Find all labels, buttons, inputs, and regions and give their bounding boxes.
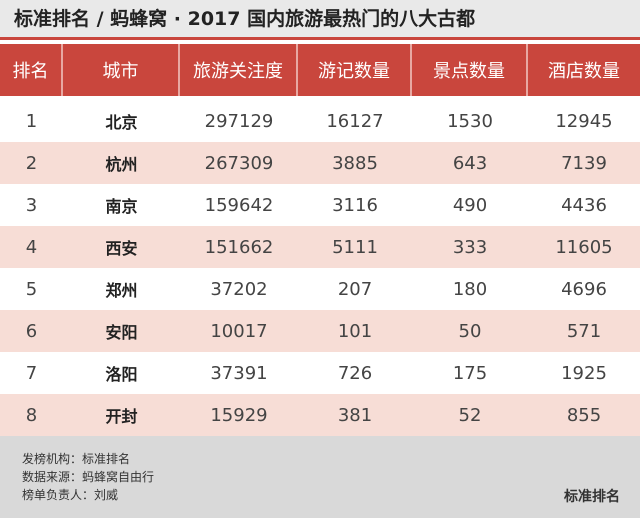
- table-cell: 15929: [210, 404, 268, 426]
- column-header: 游记数量: [298, 44, 412, 96]
- table-cell: 洛阳: [105, 365, 138, 384]
- table-cell: 5111: [332, 236, 378, 258]
- table-cell: 333: [452, 236, 488, 258]
- table-cell: 6: [25, 320, 38, 342]
- title: 标准排名 / 蚂蜂窝 · 2017 国内旅游最热门的八大古都: [0, 0, 640, 40]
- table-cell: 郑州: [105, 281, 138, 300]
- table-cell: 37391: [210, 362, 268, 384]
- table-row: 8 开封 15929 381 52 855: [0, 394, 640, 436]
- table-cell: 381: [337, 404, 373, 426]
- footer-line: 发榜机构：标准排名: [22, 452, 131, 466]
- table-cell: 11605: [555, 236, 613, 258]
- column-header: 排名: [0, 44, 63, 96]
- table-cell: 4436: [561, 194, 607, 216]
- table-cell: 180: [452, 278, 488, 300]
- table-cell: 643: [452, 152, 488, 174]
- table-cell: 297129: [204, 110, 274, 132]
- table-cell: 50: [458, 320, 482, 342]
- table-cell: 1530: [447, 110, 493, 132]
- table-cell: 16127: [326, 110, 384, 132]
- footer-line: 榜单负责人：刘威: [22, 488, 119, 502]
- table-cell: 207: [337, 278, 373, 300]
- table-cell: 151662: [204, 236, 274, 258]
- table-cell: 4: [25, 236, 38, 258]
- table-cell: 西安: [105, 239, 138, 258]
- table-cell: 12945: [555, 110, 613, 132]
- footer: 标准排名 发榜机构：标准排名数据来源：蚂蜂窝自由行 榜单负责人：刘威: [0, 436, 640, 518]
- table-cell: 南京: [105, 197, 138, 216]
- table-cell: 7: [25, 362, 38, 384]
- logo: 标准排名: [564, 489, 620, 505]
- column-header: 旅游关注度: [180, 44, 298, 96]
- column-header: 酒店数量: [548, 61, 620, 82]
- table-cell: 安阳: [105, 323, 138, 342]
- table-cell: 267309: [204, 152, 274, 174]
- column-header: 城市: [63, 44, 180, 96]
- table-row: 6 安阳 10017 101 50 571: [0, 310, 640, 352]
- table-cell: 4696: [561, 278, 607, 300]
- table-cell: 52: [458, 404, 482, 426]
- table: 排名 城市 旅游关注度 游记数量 景点数量 酒店数量 1 北京 297129 16127 1530 1…: [0, 44, 640, 436]
- table-row: 2 杭州 267309 3885 643 7139: [0, 142, 640, 184]
- table-cell: 3: [25, 194, 38, 216]
- table-cell: 8: [25, 404, 38, 426]
- table-cell: 杭州: [105, 155, 138, 174]
- table-cell: 2: [25, 152, 38, 174]
- table-cell: 175: [452, 362, 488, 384]
- table-row: 1 北京 297129 16127 1530 12945: [0, 100, 640, 142]
- table-cell: 3885: [332, 152, 378, 174]
- table-cell: 开封: [105, 407, 138, 426]
- table-row: 5 郑州 37202 207 180 4696: [0, 268, 640, 310]
- table-row: 7 洛阳 37391 726 175 1925: [0, 352, 640, 394]
- table-cell: 1: [25, 110, 38, 132]
- header-row: 排名 城市 旅游关注度 游记数量 景点数量 酒店数量: [0, 44, 640, 96]
- table-cell: 7139: [561, 152, 607, 174]
- table-cell: 101: [337, 320, 373, 342]
- table-cell: 490: [452, 194, 488, 216]
- table-cell: 37202: [210, 278, 268, 300]
- footer-line: 数据来源：蚂蜂窝自由行: [22, 470, 155, 484]
- table-cell: 10017: [210, 320, 268, 342]
- table-row: 3 南京 159642 3116 490 4436: [0, 184, 640, 226]
- table-cell: 3116: [332, 194, 378, 216]
- table-cell: 1925: [561, 362, 607, 384]
- table-cell: 5: [25, 278, 38, 300]
- table-row: 4 西安 151662 5111 333 11605: [0, 226, 640, 268]
- table-cell: 855: [566, 404, 602, 426]
- column-header: 景点数量: [412, 44, 528, 96]
- table-cell: 北京: [105, 113, 138, 132]
- table-cell: 159642: [204, 194, 274, 216]
- table-cell: 726: [337, 362, 373, 384]
- table-cell: 571: [566, 320, 602, 342]
